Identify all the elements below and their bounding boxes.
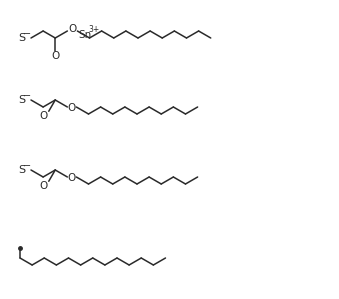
Text: −: − bbox=[23, 29, 32, 39]
Text: −: − bbox=[23, 91, 32, 101]
Text: S: S bbox=[18, 165, 25, 175]
Text: O: O bbox=[67, 173, 76, 183]
Text: O: O bbox=[40, 111, 48, 121]
Text: S: S bbox=[18, 33, 25, 43]
Text: O: O bbox=[40, 181, 48, 191]
Text: 3+: 3+ bbox=[89, 25, 100, 34]
Text: O: O bbox=[68, 24, 77, 34]
Text: O: O bbox=[51, 51, 59, 61]
Text: −: − bbox=[23, 161, 32, 171]
Text: Sn: Sn bbox=[79, 30, 92, 40]
Text: S: S bbox=[18, 95, 25, 105]
Text: O: O bbox=[67, 103, 76, 113]
